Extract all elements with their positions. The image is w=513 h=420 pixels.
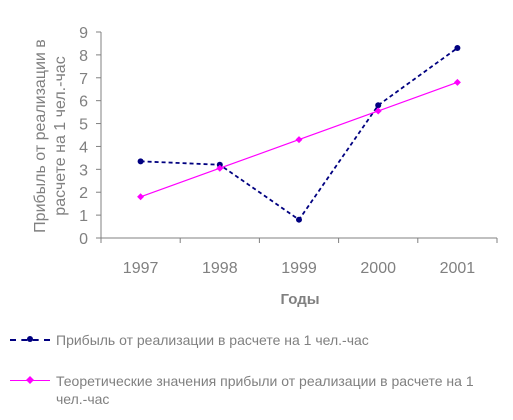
legend-marker-theoretical: [26, 376, 34, 384]
series-2-point: [216, 164, 224, 172]
legend-label-theoretical: Теоретические значения прибыли от реализ…: [56, 373, 474, 407]
y-tick-label: 1: [79, 208, 88, 225]
y-tick-label: 5: [79, 117, 88, 134]
y-axis-title-line-1: Прибыль от реализации в: [32, 39, 49, 233]
series-2-point: [453, 78, 461, 86]
x-tick-label: 2000: [360, 260, 396, 277]
x-tick-label: 1998: [202, 260, 238, 277]
y-tick-label: 6: [79, 94, 88, 111]
series-lines: [140, 47, 458, 221]
axes: [100, 32, 497, 239]
x-ticks: 1997 1998 1999 2000 2001: [100, 238, 498, 277]
y-tick-label: 9: [79, 25, 88, 42]
y-tick-label: 2: [79, 185, 88, 202]
y-tick-label: 4: [79, 139, 88, 156]
series-points: [137, 45, 461, 223]
series-2-point: [374, 107, 382, 115]
y-tick-label: 3: [79, 162, 88, 179]
y-tick-label: 7: [79, 71, 88, 88]
legend-marker-profit: [27, 336, 33, 342]
series-2-point: [137, 193, 145, 201]
x-tick-label: 1997: [123, 260, 159, 277]
x-axis-title: Годы: [280, 291, 319, 308]
series-2-point: [295, 136, 303, 144]
series-line-1: [140, 47, 458, 221]
line-chart: Прибыль от реализации в расчете на 1 чел.…: [32, 25, 498, 308]
series-1-point: [137, 158, 144, 165]
y-tick-label: 0: [79, 231, 88, 248]
series-1-point: [296, 216, 302, 223]
y-ticks: 0 1 2 3 4 5 6 7 8 9: [79, 25, 101, 248]
series-1-point: [454, 45, 461, 52]
y-axis-title-line-2: расчете на 1 чел.-час: [52, 56, 69, 215]
x-tick-label: 2001: [440, 260, 476, 277]
y-axis-title-group: Прибыль от реализации в расчете на 1 чел.…: [32, 39, 69, 233]
legend-label-profit: Прибыль от реализации в расчете на 1 чел…: [56, 332, 369, 348]
y-tick-label: 8: [79, 48, 88, 65]
x-tick-label: 1999: [281, 260, 317, 277]
series-1-point: [375, 102, 382, 109]
